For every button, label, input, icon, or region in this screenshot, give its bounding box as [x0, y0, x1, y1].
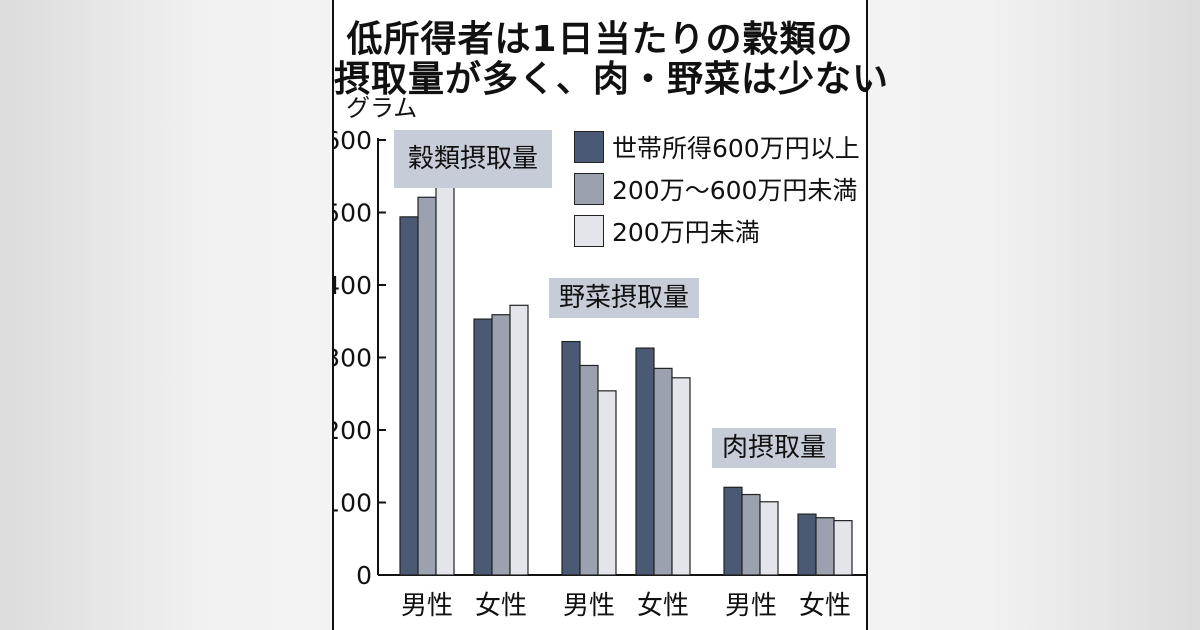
- bar-series-0-cat-1: [473, 318, 493, 576]
- x-category-label: 男性: [401, 591, 453, 621]
- y-tick-label: 200: [334, 416, 372, 445]
- y-tick-label: 400: [334, 271, 372, 300]
- bar-series-0-cat-2: [561, 340, 581, 576]
- bar-series-1-cat-5: [815, 517, 835, 576]
- legend-item-mid: 200万～600万円未満: [574, 168, 860, 210]
- chart-title-line-1: 低所得者は1日当たりの穀類の: [346, 19, 854, 60]
- group-label-grains: 穀類摂取量: [394, 130, 553, 188]
- bar-series-2-cat-0: [435, 185, 455, 576]
- y-tick-label: 300: [334, 344, 372, 373]
- legend-swatch-low: [574, 215, 604, 247]
- y-tick-label: 600: [334, 126, 372, 155]
- bar-series-0-cat-4: [723, 486, 743, 576]
- bar-series-0-cat-3: [635, 347, 655, 576]
- bar-series-2-cat-1: [509, 304, 529, 576]
- bar-series-2-cat-4: [759, 501, 779, 576]
- bar-series-1-cat-3: [653, 367, 673, 576]
- legend-label-low: 200万円未満: [612, 218, 760, 247]
- bar-series-2-cat-2: [597, 390, 617, 576]
- legend-swatch-mid: [574, 173, 604, 205]
- group-label-vegetables: 野菜摂取量: [549, 278, 700, 318]
- legend: 世帯所得600万円以上 200万～600万円未満 200万円未満: [574, 126, 860, 252]
- bar-series-0-cat-0: [399, 216, 419, 576]
- group-label-meat: 肉摂取量: [712, 428, 837, 468]
- x-category-label: 女性: [475, 591, 527, 621]
- x-category-label: 男性: [725, 591, 777, 621]
- bar-chart: 0100200300400500600男性女性男性女性男性女性: [334, 126, 866, 621]
- legend-item-high: 世帯所得600万円以上: [574, 126, 860, 168]
- y-tick-label: 0: [356, 561, 372, 590]
- x-category-label: 女性: [799, 591, 851, 621]
- y-axis-unit-label: グラム: [346, 94, 418, 122]
- legend-swatch-high: [574, 131, 604, 163]
- legend-label-mid: 200万～600万円未満: [612, 176, 858, 205]
- bar-series-1-cat-2: [579, 364, 599, 576]
- bar-series-0-cat-5: [797, 513, 817, 576]
- x-category-label: 女性: [637, 591, 689, 621]
- bar-series-2-cat-3: [671, 377, 691, 576]
- y-tick-label: 500: [334, 199, 372, 228]
- x-category-label: 男性: [563, 591, 615, 621]
- y-tick-label: 100: [334, 489, 372, 518]
- chart-panel: 低所得者は1日当たりの穀類の 摂取量が多く、肉・野菜は少ない グラム 0 100 2…: [332, 0, 890, 630]
- bar-series-1-cat-4: [741, 493, 761, 576]
- legend-label-high: 世帯所得600万円以上: [612, 134, 860, 163]
- chart-title-line-2: 摂取量が多く、肉・野菜は少ない: [334, 59, 890, 100]
- legend-item-low: 200万円未満: [574, 210, 860, 252]
- bar-series-2-cat-5: [833, 520, 853, 576]
- bar-series-1-cat-0: [417, 196, 437, 576]
- bar-series-1-cat-1: [491, 314, 511, 576]
